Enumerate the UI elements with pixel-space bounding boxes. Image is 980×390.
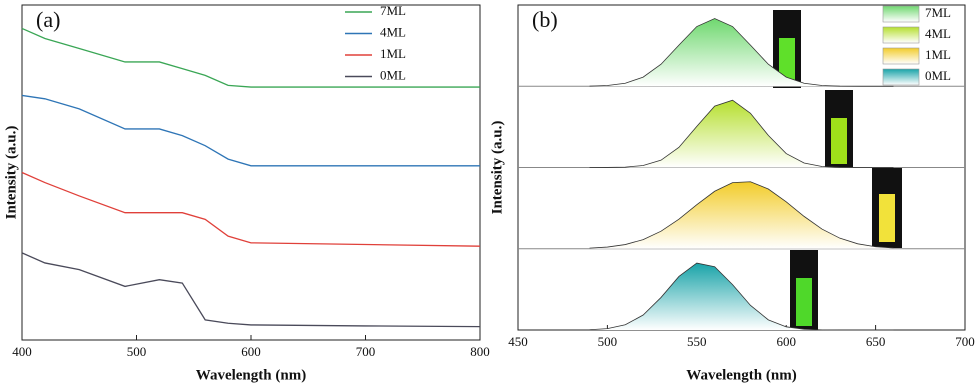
legend-label: 0ML — [380, 67, 406, 82]
vials — [773, 10, 902, 330]
legend-swatch — [882, 26, 920, 44]
legend-label: 1ML — [925, 47, 951, 62]
x-tick-label: 500 — [598, 334, 618, 349]
spectrum-line — [589, 18, 894, 87]
panel-label: (a) — [36, 7, 60, 32]
x-tick-label: 600 — [241, 344, 261, 359]
legend-swatch — [882, 47, 920, 65]
line — [21, 252, 481, 328]
area-fill — [589, 181, 894, 249]
x-axis-title: Wavelength (nm) — [686, 367, 796, 383]
area-fill — [589, 18, 894, 87]
area-fill — [589, 263, 894, 330]
x-tick-label: 700 — [955, 334, 975, 349]
x-axis-title: Wavelength (nm) — [196, 367, 306, 383]
spectrum-line — [589, 262, 894, 331]
spectrum-line — [589, 99, 894, 168]
x-tick-label: 600 — [776, 334, 796, 349]
x-tick-label: 450 — [508, 334, 528, 349]
spectrum-line — [589, 181, 894, 249]
x-tick-label: 550 — [687, 334, 707, 349]
line — [21, 27, 480, 88]
line — [21, 171, 481, 247]
legend-label: 7ML — [925, 5, 951, 20]
legend-swatch — [882, 68, 920, 86]
y-axis-title: Intensity (a.u.) — [3, 126, 19, 220]
area-fill — [589, 100, 894, 168]
frame-a — [21, 4, 481, 341]
x-tick-label: 800 — [470, 344, 490, 359]
legend-label: 1ML — [380, 46, 406, 61]
line — [21, 94, 480, 167]
legend-label: 7ML — [380, 3, 406, 18]
legend-swatch — [882, 5, 920, 23]
legend-label: 4ML — [380, 24, 406, 39]
y-axis-title: Intensity (a.u.) — [489, 121, 505, 215]
x-tick-label: 700 — [356, 344, 376, 359]
x-tick-label: 400 — [12, 344, 32, 359]
legend-label: 4ML — [925, 26, 951, 41]
legend-label: 0ML — [925, 68, 951, 83]
x-tick-label: 500 — [127, 344, 147, 359]
x-tick-label: 650 — [866, 334, 886, 349]
panel-label: (b) — [532, 7, 558, 32]
